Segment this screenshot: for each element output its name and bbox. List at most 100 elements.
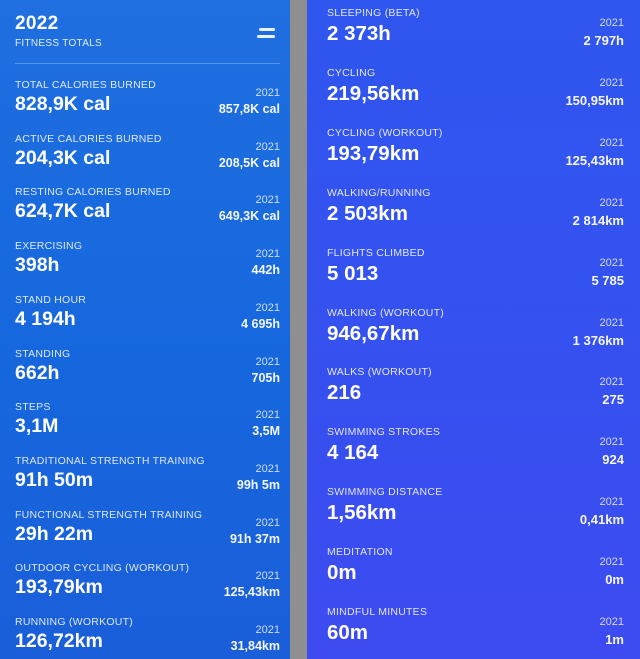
stat-item: STANDING 662h 2021 705h — [15, 348, 280, 400]
stat-label: MINDFUL MINUTES — [327, 606, 428, 618]
stat-item: TRADITIONAL STRENGTH TRAINING 91h 50m 2021… — [15, 455, 280, 507]
stat-value: 662h — [15, 361, 60, 384]
stat-value: 4 194h — [15, 307, 76, 330]
comparison-value: 31,84km — [230, 639, 280, 653]
stat-item: SWIMMING DISTANCE 1,56km 2021 0,41km — [327, 486, 624, 538]
stat-value: 126,72km — [15, 630, 103, 652]
stat-value: 60m — [327, 621, 369, 644]
comparison-year: 2021 — [599, 496, 624, 509]
menu-toggle-icon[interactable] — [256, 26, 280, 42]
stat-value: 828,9K cal — [15, 93, 111, 115]
comparison-value: 1 376km — [572, 332, 624, 348]
stat-item: STAND HOUR 4 194h 2021 4 695h — [15, 294, 280, 346]
stat-item: RESTING CALORIES BURNED 624,7K cal 2021 649… — [15, 186, 280, 238]
comparison-value: 275 — [602, 392, 624, 408]
comparison-value: 2 814km — [572, 212, 624, 228]
stat-label: WALKING (WORKOUT) — [327, 306, 445, 319]
stat-label: EXERCISING — [15, 240, 83, 253]
stat-label: WALKING/RUNNING — [327, 186, 431, 199]
comparison-year: 2021 — [599, 436, 624, 449]
fitness-totals-right-panel: SLEEPING (BETA) 2 373h 2021 2 797h CYCLING 21… — [307, 0, 640, 659]
comparison-year: 2021 — [255, 301, 280, 314]
stat-label: SLEEPING (BETA) — [327, 7, 420, 19]
comparison-year: 2021 — [255, 624, 280, 636]
comparison-value: 0m — [605, 572, 624, 588]
stat-item: TOTAL CALORIES BURNED 828,9K cal 2021 857,8… — [15, 79, 280, 131]
fitness-totals-subtitle: FITNESS TOTALS — [15, 38, 102, 49]
stat-label: ACTIVE CALORIES BURNED — [15, 132, 162, 145]
comparison-year: 2021 — [599, 556, 624, 569]
comparison-year: 2021 — [255, 87, 280, 99]
stat-label: STANDING — [15, 347, 71, 360]
comparison-value: 150,95km — [565, 92, 624, 108]
stat-label: FLIGHTS CLIMBED — [327, 246, 425, 259]
stat-item: CYCLING (WORKOUT) 193,79km 2021 125,43km — [327, 127, 624, 179]
stat-label: CYCLING (WORKOUT) — [327, 126, 443, 139]
comparison-value: 924 — [602, 452, 624, 468]
year-title: 2022 — [15, 13, 59, 34]
stat-label: STAND HOUR — [15, 293, 87, 306]
stat-item: EXERCISING 398h 2021 442h — [15, 240, 280, 292]
stat-value: 1,56km — [327, 501, 397, 525]
stat-value: 91h 50m — [15, 468, 94, 491]
stat-label: STEPS — [15, 401, 51, 414]
comparison-value: 442h — [251, 263, 281, 278]
comparison-value: 4 695h — [241, 316, 280, 331]
comparison-value: 99h 5m — [236, 477, 280, 492]
stat-value: 2 503km — [327, 201, 408, 225]
stat-item: MEDITATION 0m 2021 0m — [327, 546, 624, 598]
stat-label: WALKS (WORKOUT) — [327, 366, 432, 379]
comparison-year: 2021 — [255, 570, 280, 583]
stat-item: ACTIVE CALORIES BURNED 204,3K cal 2021 208,… — [15, 133, 280, 185]
comparison-value: 5 785 — [591, 272, 624, 288]
comparison-value: 649,3K cal — [218, 209, 280, 224]
comparison-year: 2021 — [255, 462, 280, 475]
comparison-year: 2021 — [599, 17, 624, 29]
stat-item: FLIGHTS CLIMBED 5 013 2021 5 785 — [327, 247, 624, 299]
stat-label: CYCLING — [327, 66, 376, 79]
comparison-value: 857,8K cal — [218, 102, 280, 116]
stat-value: 29h 22m — [15, 522, 94, 545]
comparison-year: 2021 — [255, 516, 280, 529]
stat-item: SWIMMING STROKES 4 164 2021 924 — [327, 426, 624, 478]
stat-item: WALKS (WORKOUT) 216 2021 275 — [327, 366, 624, 418]
stat-value: 193,79km — [327, 141, 420, 165]
comparison-value: 705h — [251, 370, 281, 385]
comparison-value: 0,41km — [579, 512, 624, 528]
stat-item: SLEEPING (BETA) 2 373h 2021 2 797h — [327, 7, 624, 59]
comparison-year: 2021 — [599, 376, 624, 389]
comparison-value: 91h 37m — [229, 531, 280, 546]
stat-label: FUNCTIONAL STRENGTH TRAINING — [15, 508, 203, 521]
comparison-value: 2 797h — [583, 33, 624, 48]
menu-line-top — [259, 28, 275, 31]
comparison-year: 2021 — [255, 140, 280, 153]
comparison-year: 2021 — [599, 316, 624, 329]
stat-value: 398h — [15, 254, 60, 277]
stat-item: WALKING/RUNNING 2 503km 2021 2 814km — [327, 187, 624, 239]
stat-label: SWIMMING STROKES — [327, 426, 441, 439]
comparison-value: 125,43km — [223, 585, 280, 600]
comparison-year: 2021 — [599, 136, 624, 149]
fitness-header: 2022 FITNESS TOTALS — [15, 13, 280, 63]
comparison-value: 208,5K cal — [218, 155, 280, 170]
comparison-year: 2021 — [599, 196, 624, 209]
comparison-value: 3,5M — [252, 424, 280, 439]
stat-value: 2 373h — [327, 22, 391, 45]
stat-value: 3,1M — [15, 415, 59, 438]
stat-item: CYCLING 219,56km 2021 150,95km — [327, 67, 624, 119]
header-divider — [15, 63, 280, 64]
comparison-year: 2021 — [599, 256, 624, 269]
stat-value: 5 013 — [327, 261, 379, 285]
stat-value: 204,3K cal — [15, 146, 111, 169]
stat-value: 0m — [327, 561, 357, 585]
comparison-value: 125,43km — [565, 152, 624, 168]
comparison-year: 2021 — [599, 616, 624, 628]
comparison-year: 2021 — [255, 409, 280, 422]
comparison-year: 2021 — [599, 76, 624, 89]
stat-item: WALKING (WORKOUT) 946,67km 2021 1 376km — [327, 307, 624, 359]
stat-value: 4 164 — [327, 441, 379, 465]
stat-value: 219,56km — [327, 81, 420, 105]
stat-value: 946,67km — [327, 321, 420, 345]
stat-item: RUNNING (WORKOUT) 126,72km 2021 31,84km — [15, 616, 280, 659]
stat-label: TOTAL CALORIES BURNED — [15, 79, 157, 91]
